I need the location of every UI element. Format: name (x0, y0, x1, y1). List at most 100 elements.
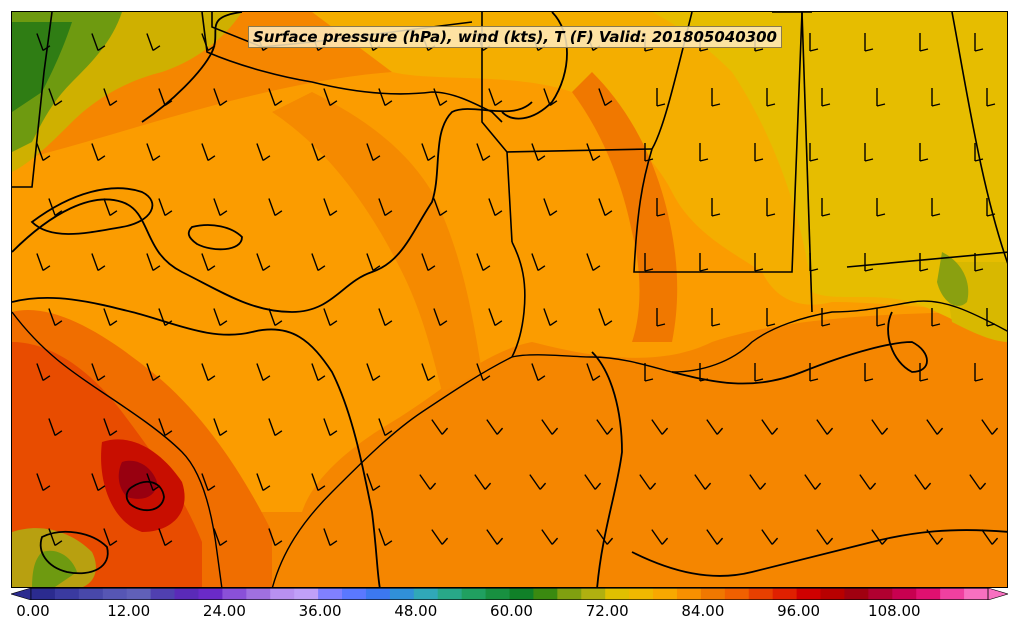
wind-barb (213, 418, 228, 437)
wind-barb (864, 253, 874, 272)
colorbar-swatch (724, 588, 750, 600)
wind-barb (433, 198, 448, 217)
colorbar-swatch (198, 588, 223, 600)
mississippi-valley-band (572, 72, 678, 342)
wind-barb (91, 143, 106, 162)
wind-barb (103, 418, 118, 437)
wind-barb (706, 419, 724, 435)
wind-barb (201, 33, 216, 52)
colorbar-swatch (964, 588, 989, 600)
colorbar-tick-label: 48.00 (394, 602, 438, 620)
wind-barb (36, 363, 51, 382)
wind-barb (268, 528, 283, 547)
wind-barb (986, 308, 996, 327)
wind-barb (268, 308, 283, 327)
isobar-south (631, 529, 1007, 577)
wind-barb (926, 529, 944, 545)
wind-barb (543, 88, 558, 107)
wind-barb (36, 473, 51, 492)
wind-barb (876, 88, 886, 107)
wind-barb (213, 528, 228, 547)
border-al-fl (846, 251, 1007, 268)
wind-barb (91, 253, 106, 272)
isobar-gulf-1 (591, 351, 623, 587)
colorbar-swatch (700, 588, 726, 600)
wind-barb (146, 363, 161, 382)
wind-barb (91, 363, 106, 382)
temperature-map (12, 12, 1007, 587)
mexico-terrain-green (32, 550, 77, 587)
wind-barb (543, 198, 558, 217)
wind-barb (699, 143, 709, 162)
colorbar-swatch (294, 588, 319, 600)
wind-barb (311, 363, 326, 382)
wind-barb (749, 474, 767, 490)
wind-barb (103, 528, 118, 547)
colorbar-tick-label: 36.00 (298, 602, 342, 620)
colorbar-tick-label: 96.00 (777, 602, 821, 620)
colorbar-swatch (868, 588, 893, 600)
wind-barb (598, 88, 613, 107)
wind-barb (761, 419, 779, 435)
colorbar-swatch (222, 588, 247, 600)
wind-barb (488, 88, 503, 107)
wind-barb (48, 88, 63, 107)
wind-barb (766, 88, 776, 107)
colorbar-swatch (653, 588, 678, 600)
wind-barb (158, 308, 173, 327)
colorbar-extend-low (11, 588, 32, 600)
colorbar-swatch (342, 588, 367, 600)
colorbar-swatch (748, 588, 774, 600)
wind-barb (586, 253, 601, 272)
wind-barb (213, 308, 228, 327)
wind-barb (598, 308, 613, 327)
wind-barb (699, 253, 709, 272)
wind-barb (36, 33, 51, 52)
wind-barb (711, 88, 721, 107)
wind-barb (876, 308, 886, 327)
wind-barb (213, 88, 228, 107)
wind-barb (146, 253, 161, 272)
wind-barb (268, 418, 283, 437)
wind-barb (914, 474, 932, 490)
isobar-closed-small (187, 224, 243, 251)
wind-barb (268, 198, 283, 217)
border-ar-la (506, 148, 653, 153)
wind-barb (213, 198, 228, 217)
coast-la-ms-al (511, 300, 1007, 373)
wind-barb (981, 529, 999, 545)
isobar-2 (12, 297, 381, 587)
colorbar-swatch (54, 588, 80, 600)
wind-barbs (36, 33, 999, 547)
wind-barb (256, 253, 271, 272)
wind-barb (821, 308, 831, 327)
coast-texas (271, 356, 513, 587)
wind-barb (48, 418, 63, 437)
wind-barb (311, 473, 326, 492)
wind-barb (531, 143, 546, 162)
wind-barb (201, 143, 216, 162)
wind-barb (656, 198, 666, 217)
colorbar-tick-label: 72.00 (585, 602, 629, 620)
colorbar-swatch (509, 588, 534, 600)
colorbar-swatch (78, 588, 104, 600)
wind-barb (488, 308, 503, 327)
wind-barb (256, 143, 271, 162)
wind-barb (919, 143, 929, 162)
wind-barb (486, 419, 504, 435)
wind-barb (974, 143, 984, 162)
colorbar-swatch (940, 588, 965, 600)
wind-barb (754, 363, 764, 382)
wind-barb (919, 33, 929, 52)
colorbar-tick-label: 60.00 (490, 602, 533, 620)
wind-barb (706, 529, 724, 545)
colorbar-tick-labels: 0.00 12.00 24.00 36.00 48.00 60.00 72.00 84.00 9… (0, 602, 1018, 624)
wind-barb (421, 253, 436, 272)
colorbar-swatch (126, 588, 152, 600)
wind-barb (201, 363, 216, 382)
wind-barb (91, 473, 106, 492)
wind-barb (974, 363, 984, 382)
wind-barb (256, 473, 271, 492)
wind-barb (366, 473, 381, 492)
colorbar-swatch (485, 588, 510, 600)
